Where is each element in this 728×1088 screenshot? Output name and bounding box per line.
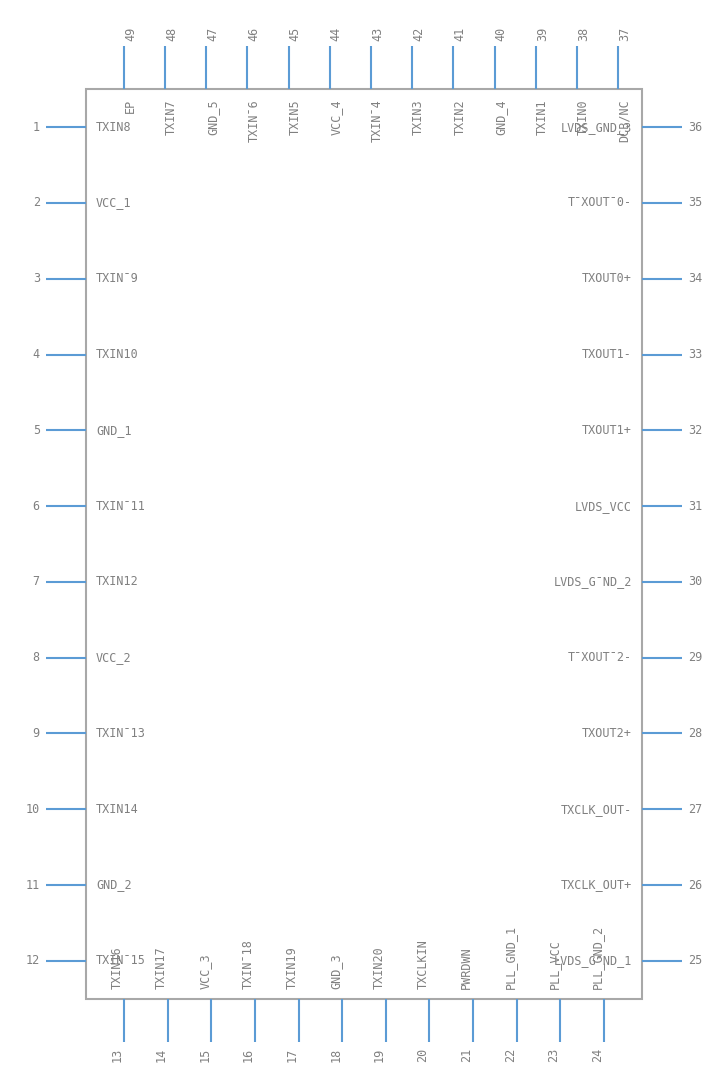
Text: TXIN5: TXIN5 — [288, 99, 301, 135]
Text: PLL_GND_1: PLL_GND_1 — [504, 925, 517, 989]
Text: 25: 25 — [688, 954, 703, 967]
Text: 48: 48 — [165, 26, 178, 40]
Text: 2: 2 — [33, 197, 40, 210]
Text: TXIN17: TXIN17 — [154, 947, 167, 989]
Text: TXIN¯6: TXIN¯6 — [248, 99, 261, 141]
Text: 35: 35 — [688, 197, 703, 210]
Text: LVDS_VCC: LVDS_VCC — [575, 499, 632, 512]
Text: GND_4: GND_4 — [494, 99, 507, 135]
Text: TXIN¯13: TXIN¯13 — [96, 727, 146, 740]
Text: TXIN7: TXIN7 — [165, 99, 178, 135]
Text: 42: 42 — [412, 26, 425, 40]
Text: 44: 44 — [330, 26, 343, 40]
Text: LVDS_GND_3: LVDS_GND_3 — [561, 121, 632, 134]
Text: 9: 9 — [33, 727, 40, 740]
Text: TXIN14: TXIN14 — [96, 803, 138, 816]
Text: 11: 11 — [25, 878, 40, 891]
Text: 1: 1 — [33, 121, 40, 134]
Text: LVDS_G¯ND_2: LVDS_G¯ND_2 — [554, 576, 632, 589]
Text: 13: 13 — [111, 1048, 124, 1062]
Text: 12: 12 — [25, 954, 40, 967]
Text: 26: 26 — [688, 878, 703, 891]
Text: 28: 28 — [688, 727, 703, 740]
Text: 19: 19 — [373, 1048, 386, 1062]
Text: VCC_1: VCC_1 — [96, 197, 132, 210]
Text: 45: 45 — [288, 26, 301, 40]
Text: PLL_GND_2: PLL_GND_2 — [591, 925, 604, 989]
Bar — [86, 89, 642, 999]
Text: TXIN8: TXIN8 — [96, 121, 132, 134]
Text: 3: 3 — [33, 272, 40, 285]
Text: 27: 27 — [688, 803, 703, 816]
Text: 29: 29 — [688, 652, 703, 664]
Text: 21: 21 — [460, 1048, 473, 1062]
Text: TXIN12: TXIN12 — [96, 576, 138, 589]
Text: TXIN19: TXIN19 — [285, 947, 298, 989]
Text: LVDS_G¯ND_1: LVDS_G¯ND_1 — [554, 954, 632, 967]
Text: GND_3: GND_3 — [329, 953, 342, 989]
Text: TXIN2: TXIN2 — [454, 99, 467, 135]
Text: 4: 4 — [33, 348, 40, 361]
Text: TXCLKIN: TXCLKIN — [416, 939, 430, 989]
Text: 32: 32 — [688, 424, 703, 436]
Text: 30: 30 — [688, 576, 703, 589]
Text: PLL_VCC: PLL_VCC — [547, 939, 561, 989]
Text: VCC_3: VCC_3 — [198, 953, 211, 989]
Text: TXIN16: TXIN16 — [111, 947, 124, 989]
Text: TXIN0: TXIN0 — [577, 99, 590, 135]
Text: 10: 10 — [25, 803, 40, 816]
Text: 38: 38 — [577, 26, 590, 40]
Text: 36: 36 — [688, 121, 703, 134]
Text: TXIN¯9: TXIN¯9 — [96, 272, 138, 285]
Text: 22: 22 — [504, 1048, 517, 1062]
Text: TXCLK_OUT-: TXCLK_OUT- — [561, 803, 632, 816]
Text: TXIN3: TXIN3 — [412, 99, 425, 135]
Text: TXOUT1-: TXOUT1- — [582, 348, 632, 361]
Text: T¯XOUT¯0-: T¯XOUT¯0- — [568, 197, 632, 210]
Text: VCC_2: VCC_2 — [96, 652, 132, 664]
Text: 33: 33 — [688, 348, 703, 361]
Text: 5: 5 — [33, 424, 40, 436]
Text: PWRDWN: PWRDWN — [460, 947, 473, 989]
Text: TXOUT2+: TXOUT2+ — [582, 727, 632, 740]
Text: 14: 14 — [154, 1048, 167, 1062]
Text: 39: 39 — [536, 26, 549, 40]
Text: 41: 41 — [454, 26, 467, 40]
Text: 34: 34 — [688, 272, 703, 285]
Text: 40: 40 — [494, 26, 507, 40]
Text: TXOUT0+: TXOUT0+ — [582, 272, 632, 285]
Text: 47: 47 — [206, 26, 219, 40]
Text: TXIN1: TXIN1 — [536, 99, 549, 135]
Text: 43: 43 — [371, 26, 384, 40]
Text: 15: 15 — [198, 1048, 211, 1062]
Text: 6: 6 — [33, 499, 40, 512]
Text: 31: 31 — [688, 499, 703, 512]
Text: 24: 24 — [591, 1048, 604, 1062]
Text: VCC_4: VCC_4 — [330, 99, 343, 135]
Text: DCB/NC: DCB/NC — [618, 99, 631, 141]
Text: T¯XOUT¯2-: T¯XOUT¯2- — [568, 652, 632, 664]
Text: TXIN20: TXIN20 — [373, 947, 386, 989]
Text: TXOUT1+: TXOUT1+ — [582, 424, 632, 436]
Text: 23: 23 — [547, 1048, 561, 1062]
Text: TXIN¯11: TXIN¯11 — [96, 499, 146, 512]
Text: 16: 16 — [242, 1048, 255, 1062]
Text: TXIN10: TXIN10 — [96, 348, 138, 361]
Text: TXIN¯4: TXIN¯4 — [371, 99, 384, 141]
Text: 49: 49 — [124, 26, 137, 40]
Text: TXCLK_OUT+: TXCLK_OUT+ — [561, 878, 632, 891]
Text: EP: EP — [124, 99, 137, 113]
Text: 46: 46 — [248, 26, 261, 40]
Text: GND_1: GND_1 — [96, 424, 132, 436]
Text: GND_2: GND_2 — [96, 878, 132, 891]
Text: 37: 37 — [618, 26, 631, 40]
Text: GND_5: GND_5 — [206, 99, 219, 135]
Text: 18: 18 — [329, 1048, 342, 1062]
Text: 7: 7 — [33, 576, 40, 589]
Text: 8: 8 — [33, 652, 40, 664]
Text: TXIN¯18: TXIN¯18 — [242, 939, 255, 989]
Text: 20: 20 — [416, 1048, 430, 1062]
Text: 17: 17 — [285, 1048, 298, 1062]
Text: TXIN¯15: TXIN¯15 — [96, 954, 146, 967]
